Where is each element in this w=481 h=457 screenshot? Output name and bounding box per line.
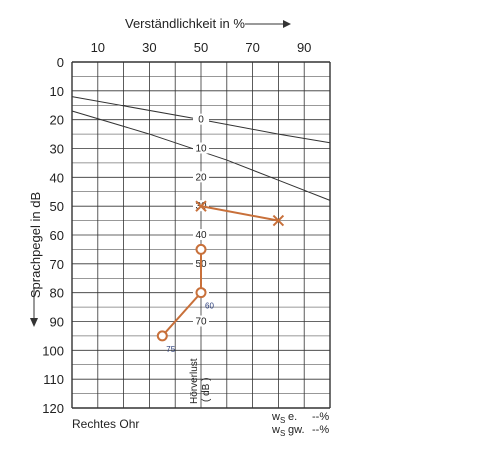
x-tick-labels: 10 30 50 70 90 [91,40,312,55]
hl-label-20: 20 [195,172,207,183]
y-tick-100: 100 [42,343,64,358]
ws-symbol-2: w [271,424,280,436]
cross-marker-2 [272,214,285,227]
hl-label-bg-0 [193,113,209,125]
y-tick-0: 0 [57,55,64,70]
y-tick-80: 80 [50,286,64,301]
x-tick-90: 90 [297,40,311,55]
y-tick-30: 30 [50,142,64,157]
data-series: 60 75 [156,200,285,354]
y-tick-70: 70 [50,257,64,272]
ear-label: Rechtes Ohr [72,417,139,431]
hl-label-bg-20 [193,171,209,183]
x-axis-arrow [245,20,291,28]
cross-marker-1 [195,200,207,212]
ws-e-value: --% [312,411,329,423]
y-tick-10: 10 [50,84,64,99]
ws-gw-row: w S gw. --% [271,424,329,438]
circle-marker-3 [156,330,168,342]
hl-label-bg-10 [193,142,209,154]
hl-label-0: 0 [198,115,204,126]
point-label-75: 75 [166,345,175,354]
y-tick-40: 40 [50,170,64,185]
hl-label-70: 70 [195,317,207,328]
y-tick-110: 110 [43,372,64,387]
y-tick-50: 50 [50,199,64,214]
ws-subscript: S [280,416,285,425]
reference-curve-2 [71,110,331,201]
hearing-loss-unit: ( dB ) [201,378,212,402]
y-axis-title: Sprachpegel in dB [28,192,43,298]
ws-e-label: e. [288,411,297,423]
reference-curve-1 [71,96,331,144]
hl-label-bg-40 [193,229,209,240]
ws-gw-value: --% [312,424,329,436]
y-tick-60: 60 [50,228,64,243]
ws-subscript-2: S [280,429,285,438]
hl-label-bg-70 [193,315,209,327]
hearing-loss-title: Hörverlust [189,358,200,404]
ws-gw-label: gw. [288,424,305,436]
x-tick-30: 30 [142,40,156,55]
series-line-1 [200,205,279,222]
circle-marker-1 [195,243,207,255]
y-tick-120: 120 [42,401,64,416]
x-axis-title: Verständlichkeit in % [125,16,245,31]
circle-marker-2 [195,287,207,299]
point-label-60: 60 [205,302,214,311]
hl-label-40: 40 [195,230,207,241]
reference-curves [71,96,331,201]
ws-symbol: w [271,411,280,423]
y-tick-90: 90 [50,315,64,330]
hl-label-10: 10 [195,144,207,155]
x-tick-10: 10 [91,40,105,55]
y-tick-labels: 0 10 20 30 40 50 60 70 80 90 100 110 120 [42,55,64,416]
ws-e-row: w S e. --% [271,411,329,425]
x-tick-70: 70 [245,40,259,55]
y-axis-arrow [30,287,38,327]
x-tick-50: 50 [194,40,208,55]
y-tick-20: 20 [50,113,64,128]
